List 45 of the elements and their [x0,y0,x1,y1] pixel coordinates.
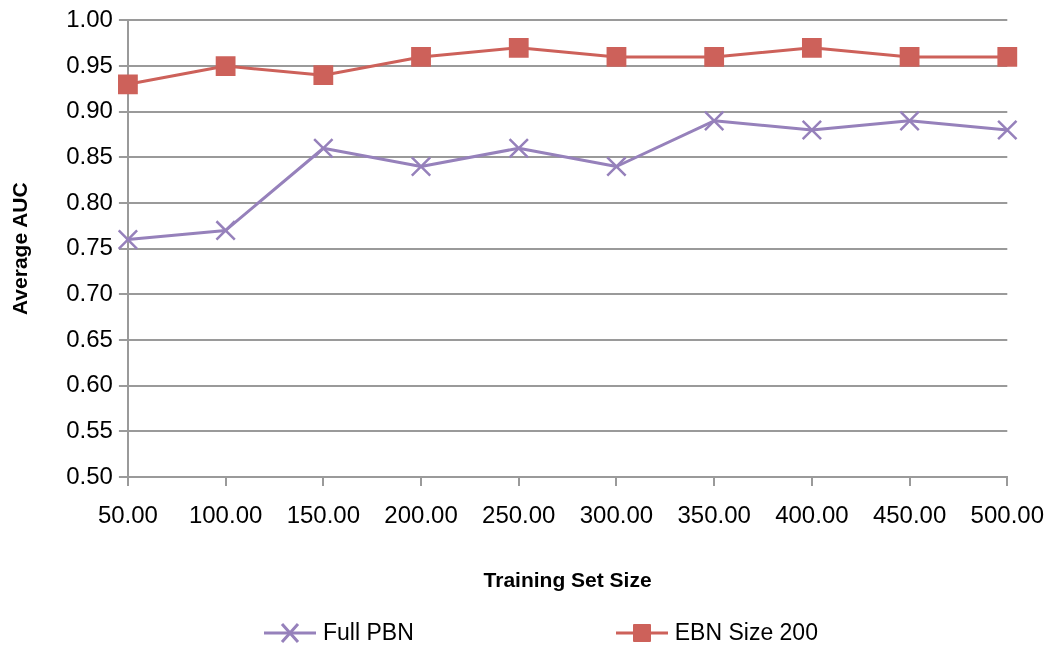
point [215,56,236,76]
point [117,229,139,251]
y-tick-label: 1.00 [66,5,113,33]
point [411,47,431,67]
x-tick-label: 200.00 [384,501,458,529]
y-tick-label: 0.55 [66,415,113,443]
legend-label: EBN Size 200 [674,619,818,646]
x-axis-title: Training Set Size [483,568,652,592]
point [996,119,1018,141]
point [606,156,627,177]
x-tick-label: 450.00 [872,501,947,529]
x-tick-label: 500.00 [970,501,1044,529]
y-tick-label: 0.85 [66,142,113,170]
x-tick-label: 150.00 [286,501,361,529]
y-tick-label: 0.80 [66,187,113,215]
y-tick-label: 0.70 [66,278,113,306]
y-tick-label: 0.95 [66,50,113,78]
y-tick-label: 0.60 [66,370,113,398]
legend-label: Full PBN [323,619,414,646]
y-axis-title: Average AUC [8,182,32,316]
y-tick-label: 0.90 [66,96,113,124]
point [118,74,138,95]
x-tick-label: 50.00 [97,501,158,529]
point [606,47,627,67]
point [899,47,920,67]
y-tick-label: 0.65 [66,324,113,352]
point [801,119,823,141]
point [508,37,529,58]
point [508,137,530,159]
y-tick-label: 0.50 [66,461,113,489]
point [899,110,921,132]
y-tick-label: 0.75 [66,233,113,261]
x-tick-label: 400.00 [775,501,849,529]
point [312,137,334,159]
point [704,47,725,67]
point [215,219,237,241]
x-tick-label: 100.00 [188,501,263,529]
point [410,156,432,177]
x-tick-label: 250.00 [482,501,556,529]
x-tick-label: 350.00 [677,501,751,529]
point [997,47,1018,67]
x-tick-label: 300.00 [579,501,654,529]
point [313,65,334,86]
point [801,37,822,58]
point [703,110,725,132]
